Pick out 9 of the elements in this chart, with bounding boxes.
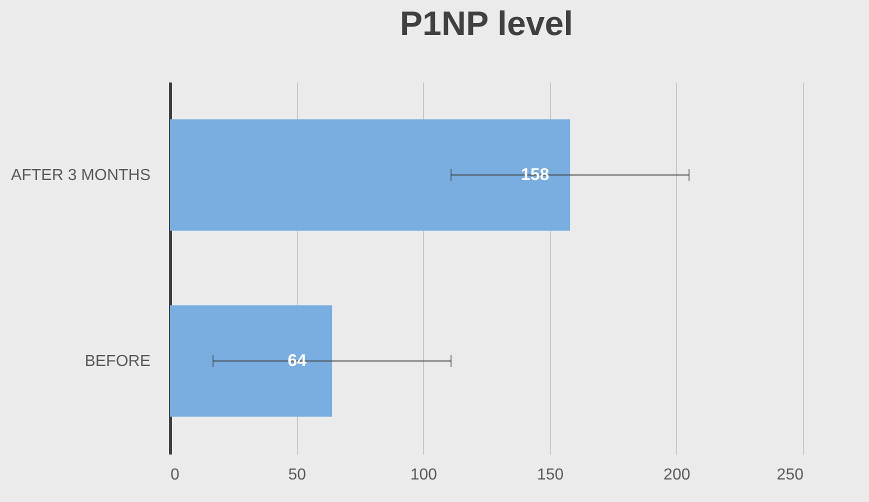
x-tick-label: 100 — [410, 466, 438, 484]
x-tick-label: 250 — [776, 466, 804, 484]
x-tick-label: 150 — [536, 466, 564, 484]
x-tick-label: 50 — [288, 466, 306, 484]
x-tick-label: 0 — [170, 466, 180, 484]
y-tick-label: AFTER 3 MONTHS — [10, 167, 150, 184]
x-tick-label: 200 — [664, 466, 690, 484]
y-tick-label: BEFORE — [84, 353, 150, 370]
chart-title: P1NP level — [400, 5, 574, 43]
